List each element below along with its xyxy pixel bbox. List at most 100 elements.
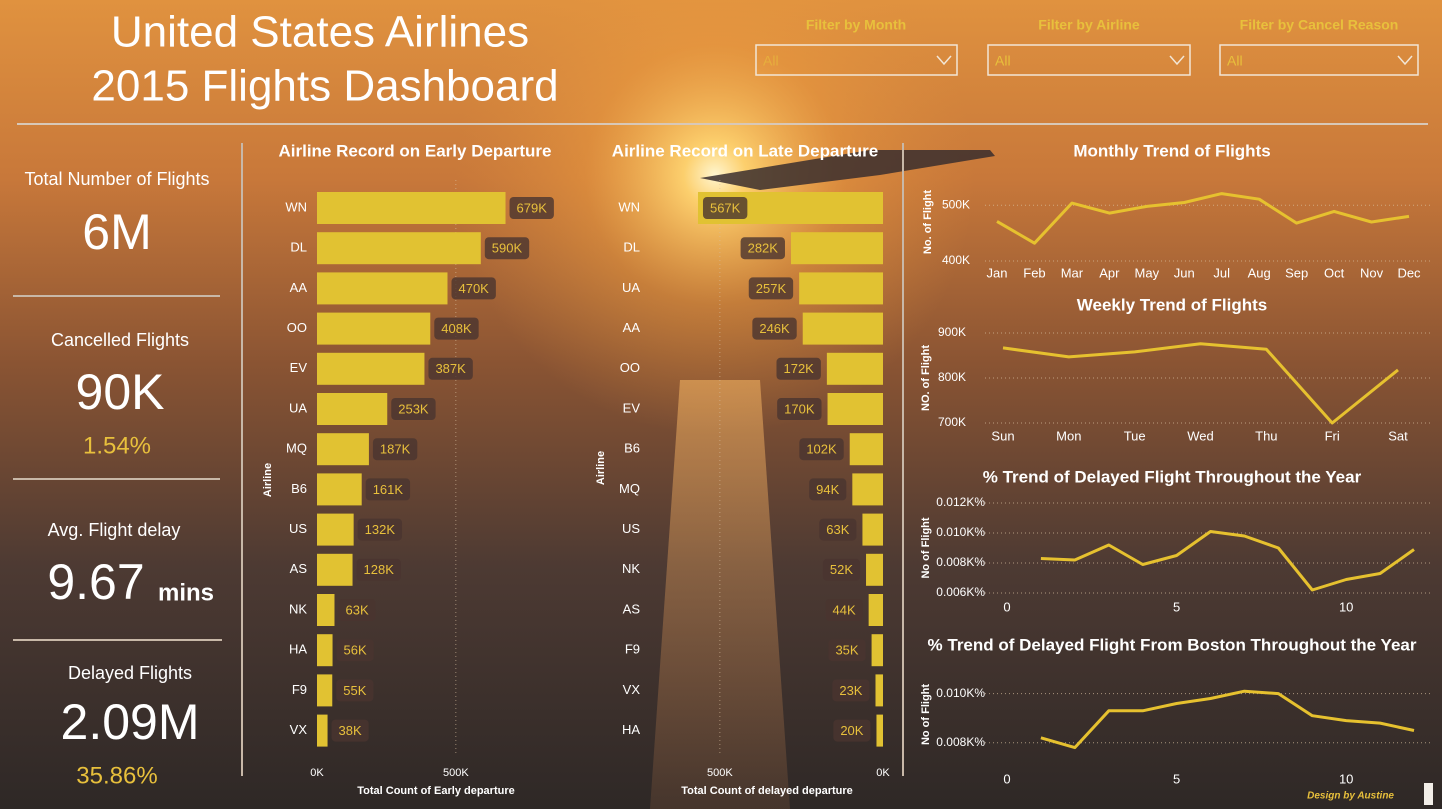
y-axis-title: Airline — [262, 463, 274, 497]
bar — [317, 714, 328, 747]
y-tick-label: 0.008K% — [936, 555, 985, 569]
y-tick-label: VX — [623, 682, 641, 697]
data-label-box — [819, 518, 857, 541]
bar — [317, 553, 353, 586]
kpi-value: 6M — [82, 204, 151, 260]
chevron — [936, 55, 952, 66]
filter-value: All — [1227, 53, 1243, 69]
kpi-label: Delayed Flights — [68, 663, 192, 683]
filter-dropdown[interactable] — [755, 44, 958, 76]
y-tick-label: AS — [623, 601, 641, 616]
data-label: 170K — [784, 401, 815, 416]
data-label: 35K — [835, 643, 858, 658]
line — [996, 192, 1410, 245]
y-tick-label: OO — [287, 320, 307, 335]
scrollbar[interactable] — [1424, 783, 1433, 805]
data-label-box — [356, 558, 401, 581]
y-tick-label: NK — [289, 601, 307, 616]
data-label: 470K — [458, 281, 489, 296]
data-label-box — [391, 398, 436, 420]
data-label: 679K — [517, 200, 548, 215]
filter-dropdown[interactable] — [987, 44, 1191, 76]
line — [1002, 342, 1399, 425]
y-tick-label: WN — [285, 199, 307, 214]
y-axis-title: Airline — [595, 451, 607, 485]
data-label: 282K — [748, 241, 779, 256]
data-label: 187K — [380, 442, 411, 457]
y-tick-label: B6 — [624, 441, 640, 456]
y-tick-label: 0.010K% — [936, 525, 985, 539]
chart-title: Airline Record on Early Departure — [278, 141, 551, 160]
data-label-box — [809, 478, 847, 501]
data-label: 38K — [339, 723, 362, 738]
y-tick-label: DL — [623, 240, 640, 255]
x-tick-label: Sep — [1285, 265, 1308, 280]
data-label-box — [509, 197, 554, 219]
bar — [849, 433, 883, 466]
data-label: 246K — [759, 321, 790, 336]
data-label-box — [336, 679, 374, 702]
data-label: 102K — [806, 442, 837, 457]
y-tick-label: AS — [290, 561, 308, 576]
data-label: 55K — [343, 683, 366, 698]
data-label-box — [451, 277, 496, 300]
x-tick-label: 0K — [310, 767, 324, 779]
data-label: 387K — [435, 361, 466, 376]
bar — [875, 674, 883, 707]
line — [1040, 689, 1415, 750]
sun-reflection — [650, 380, 790, 809]
y-tick-label: 800K — [938, 370, 966, 384]
bar — [827, 393, 883, 425]
data-label-box — [484, 237, 530, 260]
filter-dropdown[interactable] — [1219, 44, 1419, 76]
x-tick-label: Feb — [1023, 265, 1045, 280]
data-label: 408K — [441, 321, 472, 336]
y-axis-title: NO. of Flight — [920, 345, 932, 411]
x-tick-label: 0 — [1003, 599, 1010, 614]
data-label-box — [338, 599, 376, 621]
y-tick-label: 400K — [942, 253, 970, 267]
kpi-panel: Total Number of Flights 6M Cancelled Fli… — [13, 169, 222, 789]
bar-chart: Airline Record on Late Departure 0K 500K Ai… — [595, 141, 890, 796]
data-label: 23K — [839, 683, 862, 698]
kpi-label: Cancelled Flights — [51, 330, 189, 350]
data-label-box — [372, 438, 418, 461]
kpi-value: 90K — [76, 364, 165, 420]
kpi-sub: 35.86% — [76, 762, 157, 789]
y-tick-label: VX — [290, 722, 308, 737]
line-chart: Weekly Trend of Flights 700K 800K 900K NO. o… — [920, 295, 1430, 443]
x-tick-label: Mar — [1061, 265, 1084, 280]
airplane — [700, 150, 995, 190]
x-tick-label: Aug — [1248, 265, 1271, 280]
y-tick-label: MQ — [286, 441, 307, 456]
kpi-value: 2.09M — [61, 694, 200, 750]
data-label: 590K — [492, 241, 523, 256]
chevron — [1169, 55, 1185, 66]
data-label-box — [331, 719, 369, 742]
y-tick-label: AA — [290, 280, 308, 295]
y-axis-title: No. of Flight — [922, 190, 934, 254]
y-tick-label: NK — [622, 561, 640, 576]
data-label-box — [428, 357, 473, 380]
y-tick-label: 500K — [942, 197, 970, 211]
kpi-value: 9.67 — [47, 554, 144, 610]
y-tick-label: EV — [623, 400, 641, 415]
data-label: 44K — [833, 602, 856, 617]
x-tick-label: Fri — [1325, 428, 1340, 443]
filter-value: All — [763, 53, 779, 69]
x-tick-label: 5 — [1173, 771, 1180, 786]
data-label-box — [832, 679, 870, 702]
y-tick-label: EV — [290, 360, 308, 375]
footer: Design by Austine — [1307, 791, 1394, 802]
bar — [317, 634, 333, 667]
bar — [317, 594, 335, 626]
data-label: 132K — [365, 522, 396, 537]
x-tick-label: 0K — [876, 767, 890, 779]
filter-value: All — [995, 53, 1011, 69]
data-label: 257K — [756, 281, 787, 296]
x-tick-label: Sun — [991, 428, 1014, 443]
data-label-box — [748, 277, 794, 300]
chart-title: % Trend of Delayed Flight Throughout the… — [983, 467, 1362, 486]
x-tick-label: 0 — [1003, 771, 1010, 786]
data-label: 172K — [783, 361, 814, 376]
